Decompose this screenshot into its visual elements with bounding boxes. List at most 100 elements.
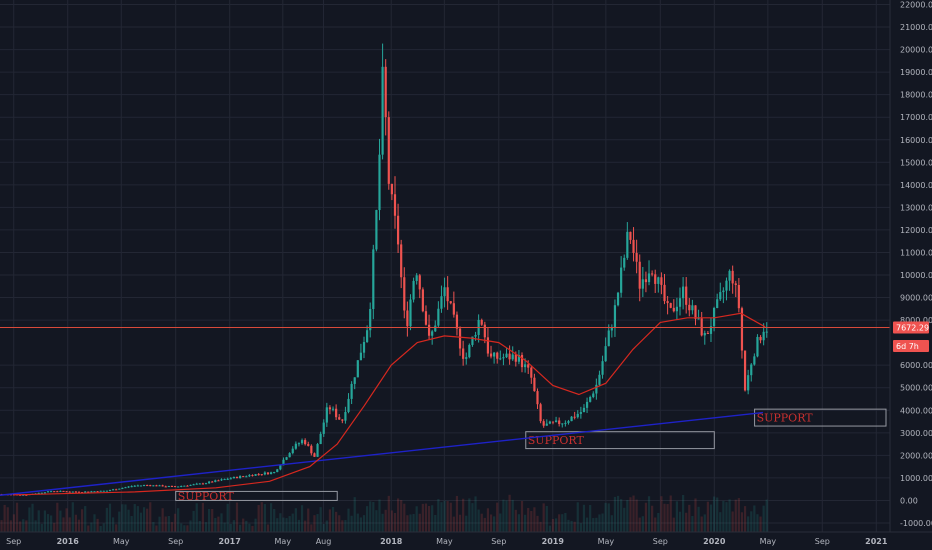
volume-bar: [266, 524, 270, 532]
volume-bar: [508, 494, 511, 532]
candle-body: [496, 352, 499, 359]
y-tick-label: 3000.00: [900, 429, 932, 438]
candle-body: [328, 407, 332, 410]
volume-bar: [263, 504, 266, 532]
candle-body: [493, 352, 496, 357]
candle-body: [124, 487, 127, 489]
volume-bar: [40, 523, 43, 532]
volume-bar: [105, 507, 108, 532]
support-annotations: SUPPORT SUPPORT SUPPORT: [175, 408, 887, 503]
price-axis[interactable]: 22000.00 21000.00 20000.00 19000.00 18000.00…: [900, 1, 932, 528]
candle-body: [654, 274, 657, 284]
candle-body: [647, 273, 651, 283]
candle-body: [204, 483, 208, 485]
y-tick-label: 22000.00: [900, 1, 932, 10]
candle-body: [685, 286, 688, 305]
volume-bar: [756, 514, 759, 532]
volume-bar: [759, 516, 762, 532]
candle-body: [620, 267, 623, 293]
x-tick-label: 2017: [219, 537, 241, 546]
volume-bar: [393, 512, 397, 532]
candle-body: [548, 421, 551, 424]
volume-bar: [245, 520, 248, 532]
volume-bar: [102, 523, 105, 532]
volume-bar: [716, 497, 719, 532]
volume-bar: [511, 499, 514, 532]
candle-body: [99, 490, 102, 492]
volume-bar: [613, 496, 617, 532]
candle-body: [130, 486, 133, 488]
volume-bar: [585, 517, 589, 532]
volume-bar: [644, 502, 648, 532]
candle-body: [558, 420, 561, 424]
candle-body: [96, 491, 99, 493]
volume-bar: [734, 499, 737, 532]
candle-body: [322, 422, 325, 434]
y-tick-label: 10000.00: [900, 271, 932, 280]
candle-body: [517, 354, 521, 362]
candle-body: [539, 404, 542, 422]
volume-bar: [712, 496, 716, 532]
price-tag-label: 6d 7h: [896, 342, 919, 351]
volume-bar: [90, 522, 93, 532]
volume-bar: [344, 520, 347, 532]
candle-body: [189, 484, 192, 486]
volume-bar: [703, 514, 706, 532]
volume-bar: [579, 523, 582, 532]
volume-bar: [406, 515, 409, 532]
candle-body: [149, 485, 152, 487]
overlay-lines: [0, 312, 890, 496]
volume-bar: [728, 499, 731, 532]
candle-body: [561, 423, 564, 425]
volume-bar: [443, 500, 446, 532]
candle-body: [211, 481, 214, 483]
volume-bar: [378, 499, 381, 532]
candle-body: [294, 443, 297, 449]
candle-body: [217, 480, 220, 482]
candle-body: [338, 417, 341, 420]
candle-body: [740, 308, 744, 351]
candle-body: [235, 476, 239, 479]
candle-body: [133, 485, 136, 487]
candle-body: [214, 480, 217, 482]
candle-body: [585, 401, 589, 408]
volume-bar: [304, 520, 307, 532]
volume-bar: [660, 496, 663, 532]
volume-bar: [527, 507, 530, 532]
candle-body: [530, 367, 533, 378]
candle-body: [350, 383, 353, 399]
volume-bar: [80, 509, 84, 532]
candle-body: [632, 239, 635, 253]
volume-bar: [3, 504, 6, 532]
time-axis[interactable]: Sep 2016 May Sep 2017 May Aug 2018 May Sep 2019 May…: [6, 537, 888, 546]
volume-bar: [753, 505, 756, 532]
volume-bar: [731, 511, 734, 532]
volume-bars: [0, 494, 768, 532]
candle-body: [341, 419, 344, 421]
candle-body: [756, 336, 759, 357]
volume-bar: [111, 517, 115, 532]
candle-body: [269, 472, 273, 475]
candle-body: [626, 231, 629, 258]
volume-bar: [669, 495, 672, 532]
volume-bar: [592, 518, 595, 532]
candle-body: [254, 474, 257, 476]
candle-body: [505, 353, 508, 358]
volume-bar: [149, 502, 152, 532]
volume-bar: [297, 519, 301, 532]
volume-bar: [291, 513, 294, 532]
volume-bar: [34, 520, 37, 532]
volume-bar: [238, 524, 242, 532]
volume-bar: [269, 503, 273, 532]
price-tag: [893, 340, 929, 353]
candle-body: [53, 491, 56, 493]
support-label: SUPPORT: [757, 412, 814, 425]
volume-bar: [167, 515, 170, 532]
volume-bar: [248, 523, 251, 532]
candle-body: [409, 299, 412, 327]
x-tick-label: Aug: [316, 537, 332, 546]
candle-body: [263, 472, 266, 475]
candle-body: [725, 280, 728, 291]
candle-body: [304, 440, 307, 445]
